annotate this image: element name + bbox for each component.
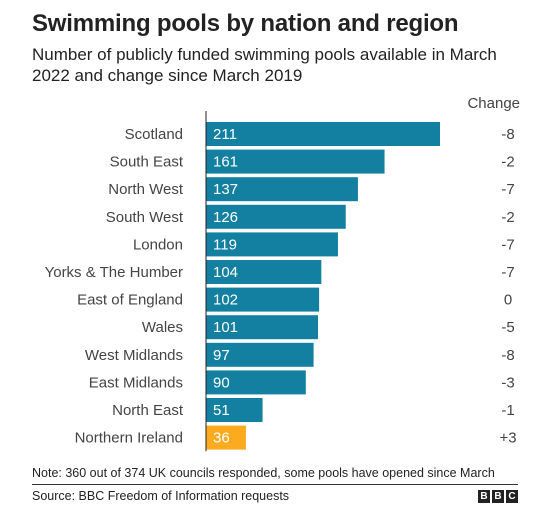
bar: [206, 287, 320, 312]
data-label: 126: [213, 209, 238, 226]
bar: [206, 315, 319, 340]
change-column-header: Change: [467, 95, 520, 112]
change-label: -7: [501, 264, 514, 281]
bar: [206, 177, 358, 202]
data-label: 90: [213, 374, 230, 391]
change-label: 0: [504, 292, 512, 309]
data-label: 211: [213, 126, 237, 143]
chart-source: Source: BBC Freedom of Information reque…: [32, 489, 290, 503]
data-label: 161: [213, 154, 238, 171]
bbc-logo: B B C: [478, 490, 518, 503]
category-label: London: [133, 236, 183, 253]
change-label: -2: [501, 209, 514, 226]
change-label: -8: [501, 126, 514, 143]
category-label: North West: [108, 181, 184, 198]
bar: [206, 425, 246, 450]
category-label: North East: [112, 402, 184, 419]
change-label: -3: [501, 374, 514, 391]
data-label: 36: [213, 430, 230, 447]
footer-divider: [32, 484, 518, 485]
bbc-logo-letter-b2: B: [492, 490, 504, 503]
data-label: 97: [213, 347, 230, 364]
change-label: +3: [499, 430, 516, 447]
category-label: East Midlands: [89, 374, 183, 391]
bar: [206, 342, 314, 367]
change-label: -7: [501, 236, 514, 253]
category-label: South East: [110, 154, 184, 171]
category-label: Scotland: [125, 126, 183, 143]
category-label: East of England: [77, 292, 183, 309]
data-label: 101: [213, 319, 238, 336]
bar: [206, 149, 385, 174]
bar: [206, 204, 346, 229]
data-label: 119: [213, 236, 237, 253]
data-label: 51: [213, 402, 230, 419]
bar: [206, 370, 306, 395]
category-label: West Midlands: [85, 347, 183, 364]
category-label: South West: [106, 209, 184, 226]
bar: [206, 398, 263, 422]
category-label: Wales: [142, 319, 183, 336]
bar: [206, 260, 322, 284]
change-label: -8: [501, 347, 514, 364]
bar: [206, 232, 338, 257]
data-label: 102: [213, 292, 238, 309]
category-label: Yorks & The Humber: [45, 264, 183, 281]
data-label: 104: [213, 264, 238, 281]
chart-note: Note: 360 out of 374 UK councils respond…: [32, 466, 495, 480]
chart-subtitle: Number of publicly funded swimming pools…: [32, 45, 497, 85]
bbc-logo-letter-b1: B: [478, 490, 490, 503]
change-label: -7: [501, 181, 514, 198]
change-label: -2: [501, 154, 514, 171]
data-label: 137: [213, 181, 238, 198]
bar: [206, 122, 440, 146]
change-label: -5: [501, 319, 514, 336]
change-label: -1: [501, 402, 514, 419]
category-label: Northern Ireland: [75, 430, 183, 447]
bbc-logo-letter-c: C: [506, 490, 518, 503]
bar-chart: Scotland 211 -8 South East 161 -2 North West 13…: [45, 111, 517, 452]
chart-title: Swimming pools by nation and region: [32, 10, 459, 37]
